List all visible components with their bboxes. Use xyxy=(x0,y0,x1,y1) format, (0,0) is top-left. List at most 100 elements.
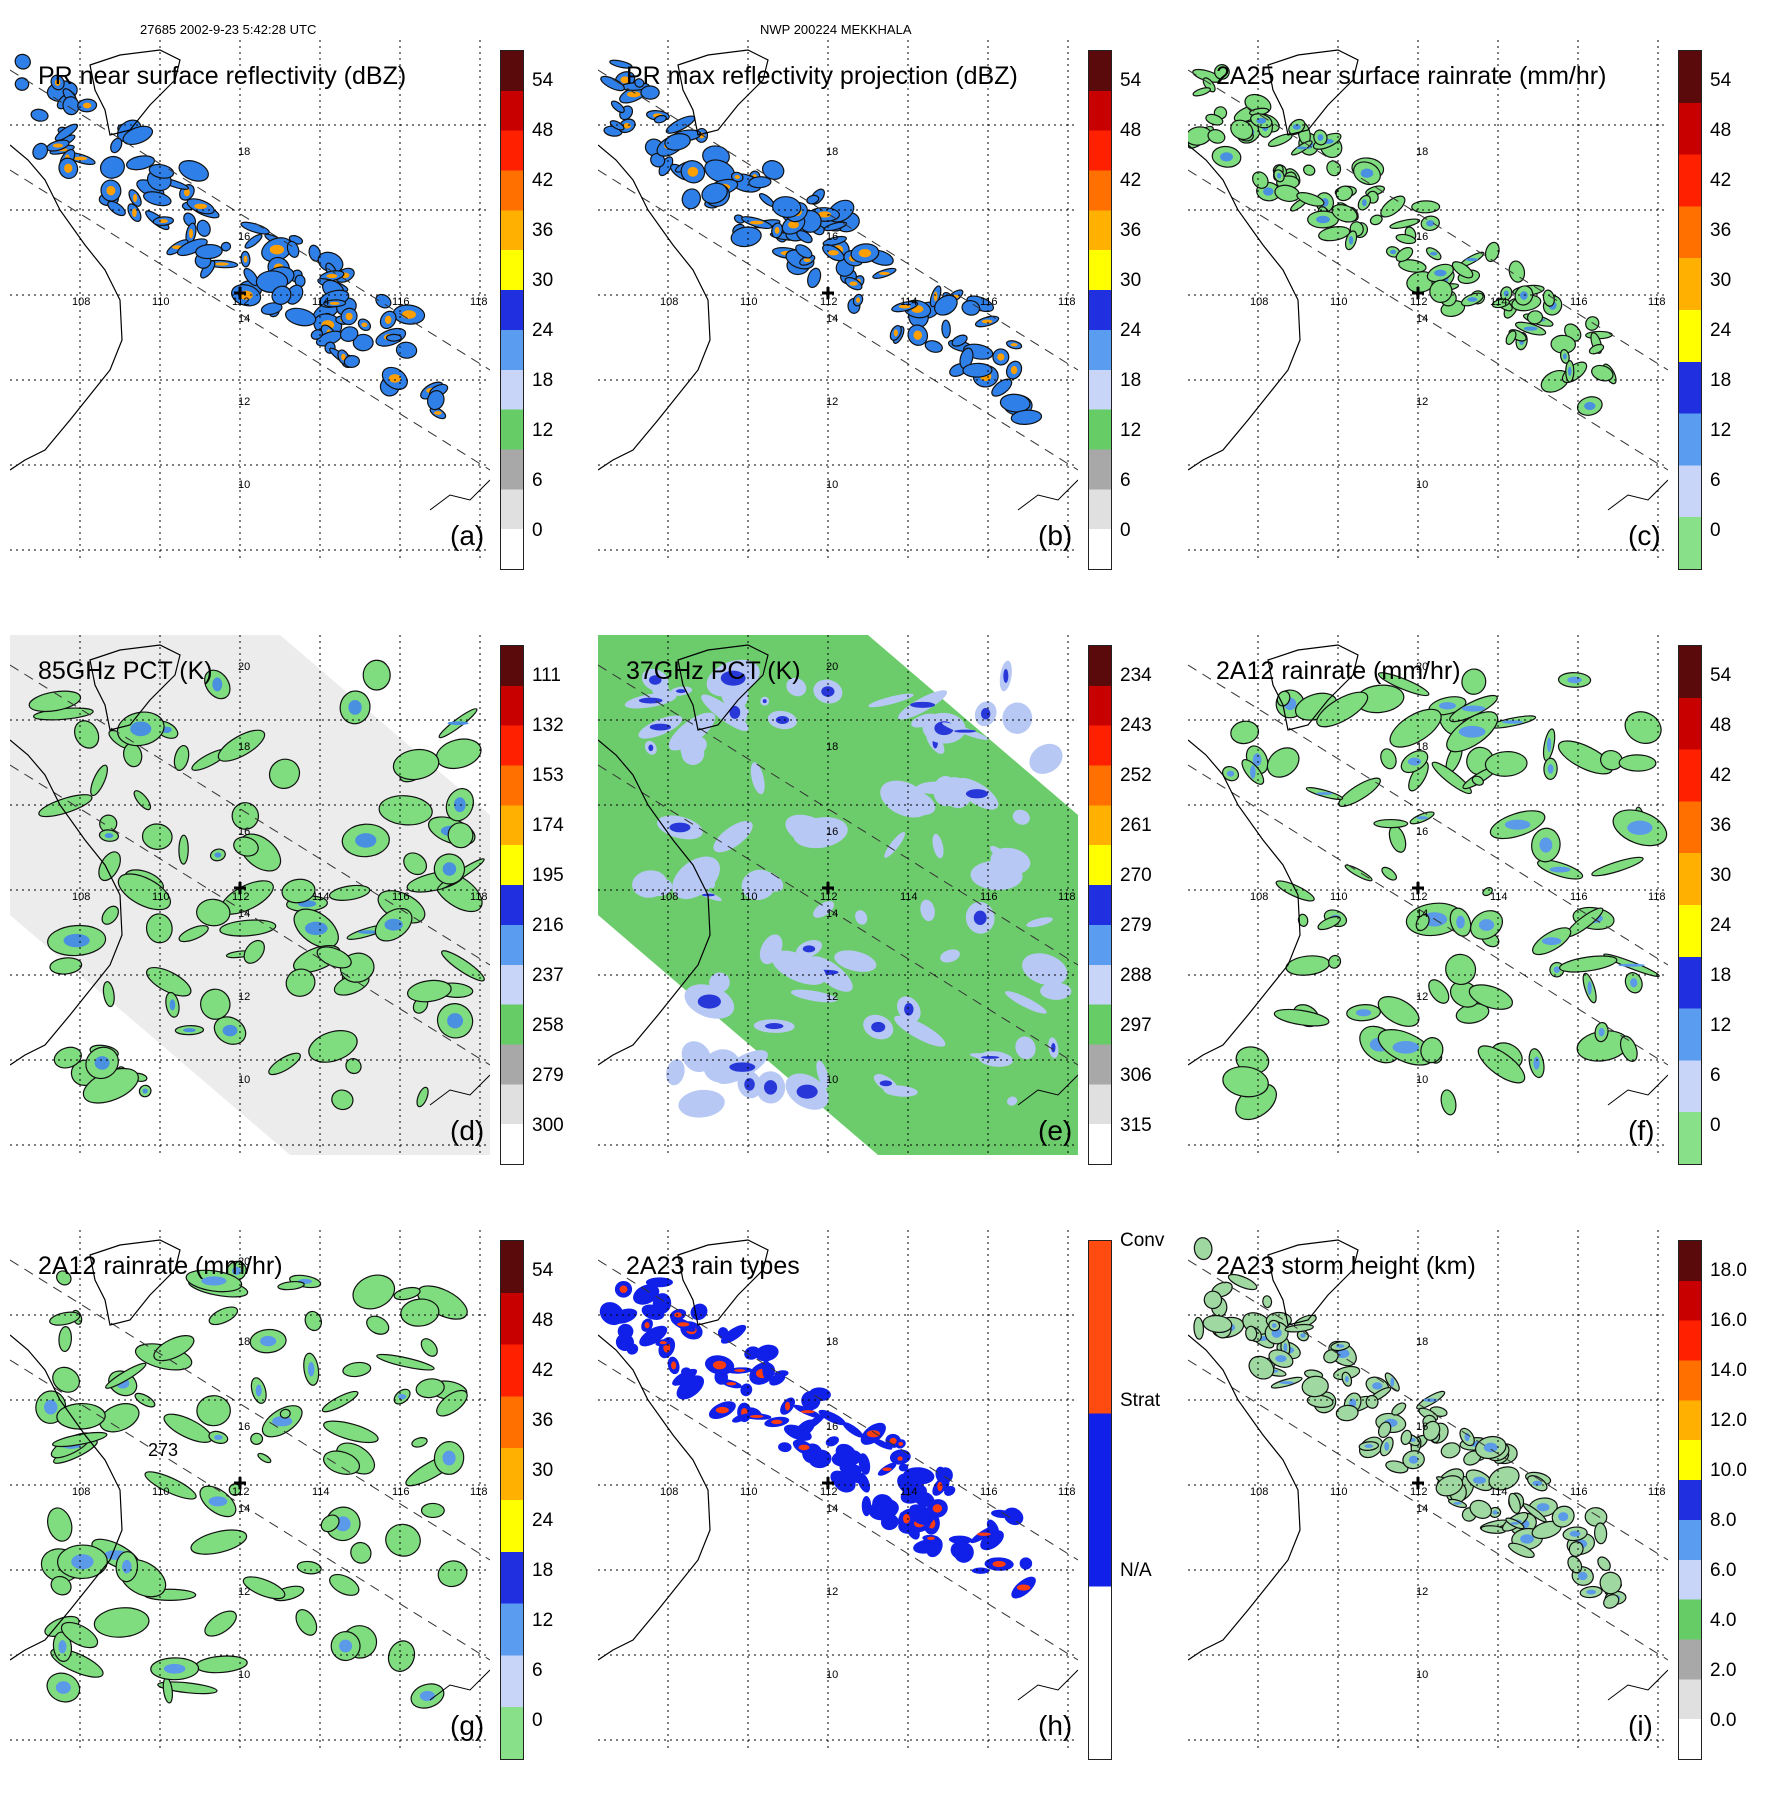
rain-cell xyxy=(690,1303,708,1321)
rain-core xyxy=(749,220,764,225)
colorbar-tick-label: 12 xyxy=(1710,420,1732,441)
rain-core xyxy=(927,1536,935,1540)
rain-cell xyxy=(102,981,115,1008)
rain-cell xyxy=(217,729,266,762)
rain-cell xyxy=(834,950,877,972)
rain-cell xyxy=(279,1408,291,1419)
longitude-label: 112 xyxy=(1410,296,1428,308)
rain-core xyxy=(1536,1503,1550,1512)
latitude-label: 12 xyxy=(826,396,838,408)
rain-core xyxy=(671,1361,677,1370)
rain-core xyxy=(980,1055,1000,1059)
rain-cell xyxy=(352,1274,396,1310)
latitude-label: 18 xyxy=(238,1336,250,1348)
latitude-label: 10 xyxy=(1416,1669,1428,1681)
longitude-label: 116 xyxy=(392,891,410,903)
coastline xyxy=(598,1334,711,1661)
rain-cell xyxy=(680,1367,692,1377)
rain-cell xyxy=(880,1513,899,1531)
map-plot-g: 20 18 16 14 12 10 108 110 112 114 116 118 xyxy=(10,1230,490,1750)
panel-title: PR max reflectivity projection (dBZ) xyxy=(626,62,1018,90)
rain-cell xyxy=(1588,343,1605,355)
rain-cell xyxy=(617,1323,634,1339)
colorbar-tick-label: 306 xyxy=(1120,1065,1152,1086)
rain-core xyxy=(765,1023,784,1030)
rain-cell xyxy=(1603,1594,1620,1609)
rain-core xyxy=(1271,1323,1277,1328)
rain-cell xyxy=(437,1560,468,1588)
rain-core xyxy=(1226,770,1235,777)
rain-core xyxy=(1362,199,1367,207)
rain-core xyxy=(1541,937,1562,946)
rain-core xyxy=(1586,1589,1597,1595)
longitude-label: 112 xyxy=(820,1486,838,1498)
rain-core xyxy=(326,273,338,279)
rain-cell xyxy=(1422,1420,1441,1441)
rain-cell xyxy=(1214,64,1230,80)
rain-core xyxy=(734,1369,746,1372)
rain-core xyxy=(980,708,991,720)
rain-core xyxy=(1335,1344,1345,1348)
colorbar xyxy=(500,50,524,570)
rain-core xyxy=(442,862,457,876)
rain-core xyxy=(932,1504,943,1513)
rain-cell xyxy=(1557,740,1613,775)
rain-cell xyxy=(1508,1492,1521,1514)
rain-cell xyxy=(244,233,263,249)
latitude-label: 14 xyxy=(1416,313,1428,325)
rain-cell xyxy=(1328,954,1342,969)
colorbar-tick-label: 279 xyxy=(532,1065,564,1086)
rain-core xyxy=(384,918,403,931)
rain-core xyxy=(821,686,835,697)
rain-core xyxy=(1300,1333,1306,1338)
rain-core xyxy=(856,297,861,303)
rain-cell xyxy=(1373,818,1409,829)
rain-cell xyxy=(913,1510,934,1525)
coastline xyxy=(10,1334,123,1661)
colorbar-tick-label: 24 xyxy=(532,320,554,341)
longitude-label: 112 xyxy=(820,891,838,903)
rain-core xyxy=(910,701,936,708)
rain-core xyxy=(715,1406,729,1414)
rain-core xyxy=(1250,765,1256,779)
rain-cell xyxy=(991,1509,1011,1518)
colorbar-tick-label: 300 xyxy=(532,1115,564,1136)
rain-cell xyxy=(599,1302,624,1326)
rain-core xyxy=(726,1382,737,1386)
colorbar-tick-label: 8.0 xyxy=(1710,1510,1737,1531)
rain-core xyxy=(447,1013,464,1029)
colorbar-tick-label: 132 xyxy=(532,715,564,736)
rain-core xyxy=(121,1559,132,1574)
rain-cell xyxy=(143,191,172,207)
hainan-coastline xyxy=(89,1239,181,1326)
colorbar-tick-label: 252 xyxy=(1120,765,1152,786)
rain-cell xyxy=(1391,1402,1407,1416)
rain-core xyxy=(712,1360,727,1370)
rain-cell xyxy=(634,78,645,88)
rain-cell xyxy=(1522,1503,1547,1523)
rain-cell xyxy=(32,142,49,160)
rain-cell xyxy=(793,817,848,849)
rain-cell xyxy=(435,738,482,770)
latitude-label: 12 xyxy=(1416,396,1428,408)
rain-cell xyxy=(1284,1323,1314,1333)
rain-cell xyxy=(932,833,944,859)
colorbar-tick-label: 0 xyxy=(532,1710,543,1731)
rain-cell xyxy=(806,194,820,205)
colorbar-tick-label: 54 xyxy=(1120,70,1142,91)
rain-core xyxy=(954,729,977,733)
longitude-label: 110 xyxy=(152,891,170,903)
rain-cell xyxy=(122,125,154,146)
latitude-label: 14 xyxy=(826,313,838,325)
rain-cell xyxy=(1491,298,1510,309)
rain-cell xyxy=(1377,672,1430,697)
rain-core xyxy=(1569,1530,1581,1537)
rain-cell xyxy=(951,334,968,347)
colorbar-tick-label: 48 xyxy=(1120,120,1142,141)
rain-cell xyxy=(808,1449,832,1469)
rain-core xyxy=(1335,1348,1350,1359)
rain-core xyxy=(104,833,114,839)
rain-core xyxy=(1275,1355,1287,1363)
storm-center-marker xyxy=(822,287,834,299)
rain-core xyxy=(1504,819,1531,830)
